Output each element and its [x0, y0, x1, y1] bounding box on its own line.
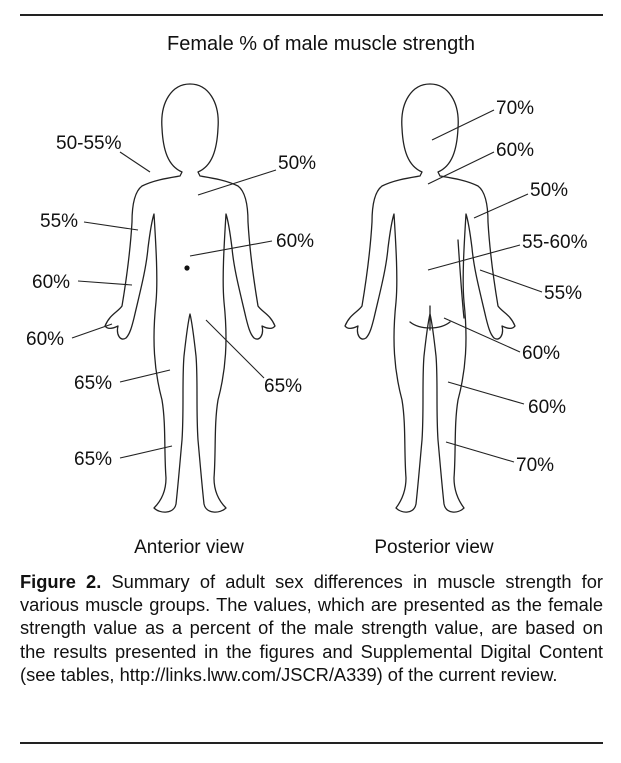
leader-posterior-glutes	[443, 317, 521, 353]
label-anterior-hand: 60%	[26, 329, 64, 350]
label-anterior-shin: 65%	[74, 449, 112, 470]
label-anterior-forearm: 60%	[32, 272, 70, 293]
figure-caption: Figure 2. Summary of adult sex differenc…	[20, 570, 603, 686]
leader-posterior-lower-back	[427, 244, 521, 271]
leader-anterior-thigh-left	[119, 369, 171, 383]
label-posterior-upper-arm: 50%	[530, 180, 568, 201]
leader-anterior-thigh-right	[205, 319, 265, 379]
leader-posterior-upper-arm	[473, 193, 529, 219]
leader-anterior-shin	[119, 445, 173, 459]
posterior-view-label: Posterior view	[374, 537, 494, 558]
leader-anterior-upper-arm	[83, 221, 139, 231]
label-posterior-hamstring: 60%	[528, 397, 566, 418]
leader-posterior-hamstring	[447, 381, 525, 405]
leader-anterior-abdomen	[189, 240, 273, 257]
gluteal-line	[409, 305, 451, 331]
label-anterior-thigh-left: 65%	[74, 373, 112, 394]
caption-text: Summary of adult sex differences in musc…	[20, 571, 603, 685]
leader-anterior-shoulder	[119, 151, 151, 173]
leader-anterior-hand	[71, 323, 113, 339]
bottom-rule	[20, 742, 603, 744]
label-anterior-abdomen: 60%	[276, 231, 314, 252]
top-rule	[20, 14, 603, 16]
label-posterior-lower-back: 55-60%	[522, 232, 588, 253]
leader-posterior-upper-back	[427, 151, 495, 185]
anterior-body-outline	[104, 83, 276, 513]
leader-anterior-forearm	[77, 280, 133, 286]
body-strength-diagram: Female % of male muscle strength 50-55% …	[26, 33, 588, 558]
label-anterior-chest: 50%	[278, 153, 316, 174]
navel-dot	[184, 265, 190, 271]
label-anterior-thigh-right: 65%	[264, 376, 302, 397]
label-anterior-shoulder: 50-55%	[56, 133, 122, 154]
leader-anterior-chest	[197, 169, 277, 196]
anterior-view-label: Anterior view	[134, 537, 244, 558]
label-posterior-glutes: 60%	[522, 343, 560, 364]
leader-posterior-calf	[445, 441, 515, 463]
label-posterior-neck: 70%	[496, 98, 534, 119]
leader-posterior-forearm	[479, 269, 543, 293]
figure-title: Female % of male muscle strength	[167, 33, 475, 55]
label-posterior-calf: 70%	[516, 455, 554, 476]
posterior-body-outline	[344, 83, 516, 513]
label-anterior-upper-arm: 55%	[40, 211, 78, 232]
caption-label: Figure 2.	[20, 571, 102, 592]
label-posterior-upper-back: 60%	[496, 140, 534, 161]
label-posterior-forearm: 55%	[544, 283, 582, 304]
leader-posterior-neck	[431, 109, 495, 141]
spine-line	[457, 239, 465, 319]
